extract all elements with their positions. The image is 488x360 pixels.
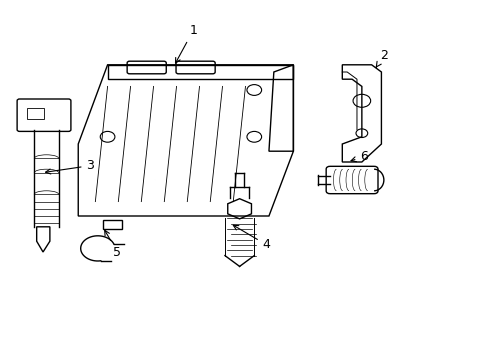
Text: 1: 1 [175, 24, 197, 63]
Text: 5: 5 [104, 230, 121, 258]
Text: 4: 4 [233, 225, 270, 251]
Text: 2: 2 [375, 49, 387, 67]
Text: 6: 6 [350, 150, 367, 163]
Text: 3: 3 [45, 159, 94, 174]
Bar [27, 108, 44, 119]
